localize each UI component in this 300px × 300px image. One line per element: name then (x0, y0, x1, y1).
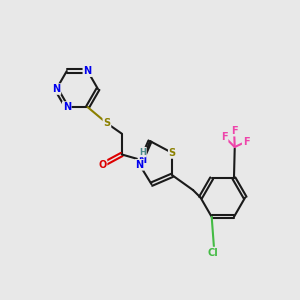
Text: O: O (98, 160, 106, 170)
Text: F: F (231, 126, 237, 136)
Text: F: F (243, 137, 249, 147)
Text: Cl: Cl (207, 248, 218, 257)
Text: F: F (221, 132, 228, 142)
Text: N: N (52, 84, 60, 94)
Text: S: S (103, 118, 110, 128)
Text: S: S (169, 148, 176, 158)
Text: N: N (139, 155, 147, 165)
Text: N: N (63, 102, 71, 112)
Text: H: H (139, 148, 146, 157)
Text: N: N (83, 66, 92, 76)
Text: N: N (136, 160, 144, 170)
Text: N: N (83, 66, 92, 76)
